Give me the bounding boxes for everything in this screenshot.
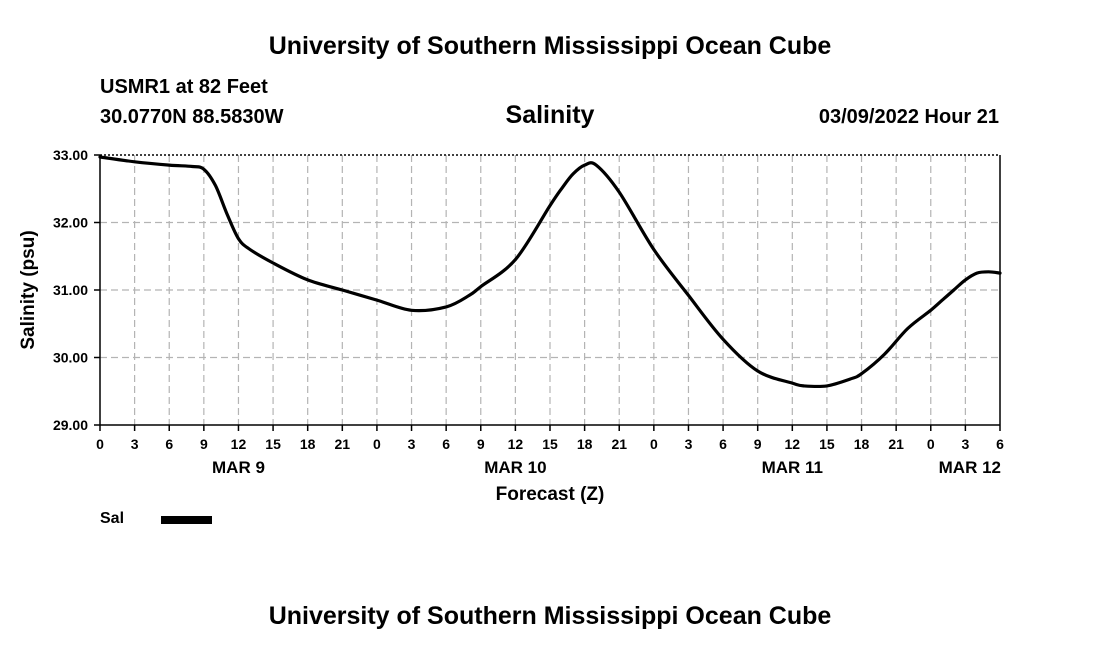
x-tick-label: 6: [719, 436, 727, 452]
page-title: University of Southern Mississippi Ocean…: [268, 32, 832, 60]
date-label: MAR 9: [212, 458, 265, 477]
x-tick-label: 15: [265, 436, 281, 452]
x-tick-label: 0: [96, 436, 104, 452]
x-tick-label: 18: [300, 436, 316, 452]
series-line-sal: [98, 155, 1002, 389]
y-tick-label: 29.00: [53, 417, 88, 433]
y-tick-label: 30.00: [53, 350, 88, 366]
x-tick-label: 0: [927, 436, 935, 452]
x-tick-label: 21: [888, 436, 904, 452]
x-tick-label: 21: [611, 436, 627, 452]
x-tick-label: 6: [996, 436, 1004, 452]
x-tick-label: 9: [477, 436, 485, 452]
legend-label: Sal: [100, 510, 125, 527]
date-label: MAR 12: [939, 458, 1001, 477]
series-layer: [98, 155, 1002, 389]
x-tick-label: 3: [961, 436, 969, 452]
x-tick-label: 12: [231, 436, 247, 452]
x-tick-label: 6: [442, 436, 450, 452]
x-tick-label: 3: [408, 436, 416, 452]
x-tick-label: 3: [131, 436, 139, 452]
station-coordinates: 30.0770N 88.5830W: [100, 106, 284, 128]
x-tick-label: 12: [785, 436, 801, 452]
x-tick-label: 15: [819, 436, 835, 452]
x-axis-title: Forecast (Z): [496, 484, 605, 505]
y-tick-label: 31.00: [53, 282, 88, 298]
x-tick-label: 12: [508, 436, 524, 452]
forecast-datetime: 03/09/2022 Hour 21: [818, 106, 999, 128]
station-label: USMR1 at 82 Feet: [100, 76, 268, 98]
x-tick-label: 0: [650, 436, 658, 452]
x-tick-label: 3: [685, 436, 693, 452]
x-tick-label: 0: [373, 436, 381, 452]
y-tick-label: 33.00: [53, 147, 88, 163]
footer-title: University of Southern Mississippi Ocean…: [268, 602, 832, 630]
x-tick-label: 21: [335, 436, 351, 452]
date-label: MAR 10: [484, 458, 546, 477]
legend-swatch: [161, 516, 212, 524]
x-tick-label: 9: [754, 436, 762, 452]
x-tick-label: 9: [200, 436, 208, 452]
y-axis-title: Salinity (psu): [18, 230, 39, 349]
x-tick-label: 18: [577, 436, 593, 452]
axis-labels: 0 3 6 9 12 15 18 21 0 3 6 9 12 15 18 21 0 3 6 9 12 15 18 21 0 3 6 2…: [53, 147, 1004, 477]
chart-title: Salinity: [506, 101, 595, 129]
chart-axes: [94, 154, 1001, 431]
x-tick-label: 18: [854, 436, 870, 452]
y-tick-label: 32.00: [53, 215, 88, 231]
date-label: MAR 11: [762, 458, 823, 477]
x-tick-label: 6: [165, 436, 173, 452]
x-tick-label: 15: [542, 436, 558, 452]
grid-lines: [100, 155, 1000, 425]
